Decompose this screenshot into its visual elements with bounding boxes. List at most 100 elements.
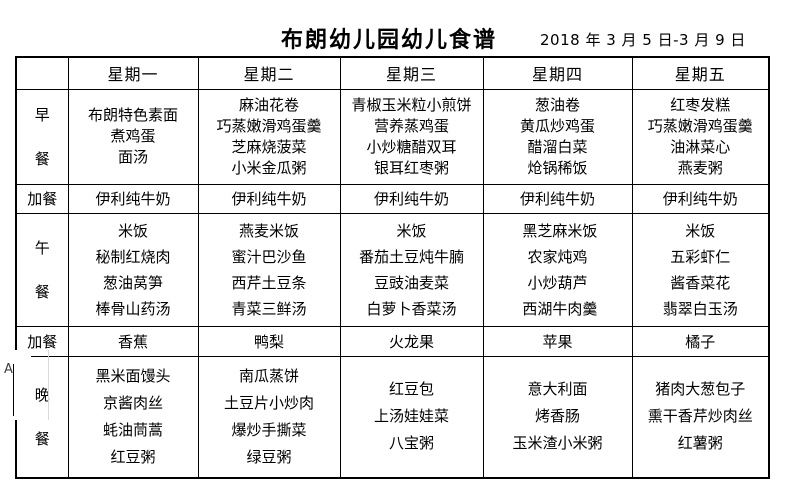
menu-item: 米饭 — [685, 221, 716, 240]
menu-item: 土豆片小炒肉 — [223, 393, 314, 412]
menu-item: 翡翠白玉汤 — [662, 299, 738, 318]
menu-item: 黑米面馒头 — [95, 366, 171, 385]
menu-item: 秘制红烧肉 — [95, 247, 171, 266]
menu-cell: 南瓜蒸饼 土豆片小炒肉 爆炒手撕菜 绿豆粥 — [197, 355, 341, 479]
menu-cell: 黑芝麻米饭 农家炖鸡 小炒葫芦 西湖牛肉羹 — [482, 212, 633, 327]
menu-item: 小炒葫芦 — [527, 273, 588, 292]
meal-label-snack1: 加餐 — [15, 183, 69, 214]
menu-cell: 伊利纯牛奶 — [67, 183, 199, 214]
menu-item: 豆豉油麦菜 — [373, 273, 449, 292]
menu-item: 意大利面 — [527, 380, 588, 399]
meal-label-breakfast: 早餐 — [15, 88, 69, 185]
menu-cell: 黑米面馒头京酱肉丝蚝油茼蒿红豆粥 — [67, 355, 199, 479]
menu-cell: 鸭梨 — [197, 325, 341, 357]
meal-row-lunch: 午餐米饭 秘制红烧肉 葱油莴笋 棒骨山药汤 燕麦米饭 蜜汁巴沙鱼 西芹土豆条 青菜三鲜汤 米饭番… — [15, 212, 770, 327]
menu-cell: 麻油花卷 巧蒸嫩滑鸡蛋羹 芝麻烧菠菜 小米金瓜粥 — [197, 88, 341, 185]
menu-item: 伊利纯牛奶 — [662, 190, 738, 208]
menu-item: 蚝油茼蒿 — [102, 420, 163, 439]
corner-cell — [15, 56, 69, 90]
menu-table: 星期一 星期二 星期三 星期四 星期五 早餐布朗特色素面 煮鸡蛋 面汤 麻油花卷 巧蒸嫩滑鸡蛋羹… — [15, 56, 770, 479]
day-header: 星期三 — [339, 56, 484, 90]
overlay-a-label: A — [4, 362, 13, 377]
menu-item: 小米金瓜粥 — [231, 158, 307, 177]
meal-label-lunch: 午餐 — [15, 212, 69, 327]
table-header: 星期一 星期二 星期三 星期四 星期五 — [15, 56, 770, 90]
menu-item: 棒骨山药汤 — [95, 299, 171, 318]
menu-cell: 意大利面 烤香肠 玉米渣小米粥 — [482, 355, 633, 479]
menu-item: 醋溜白菜 — [527, 137, 588, 156]
menu-item: 白萝卜香菜汤 — [366, 299, 457, 318]
meal-row-breakfast: 早餐布朗特色素面 煮鸡蛋 面汤 麻油花卷 巧蒸嫩滑鸡蛋羹 芝麻烧菠菜 小米金瓜粥 青椒玉米粒小… — [15, 88, 770, 185]
day-header: 星期四 — [482, 56, 633, 90]
menu-item: 青椒玉米粒小煎饼 — [351, 95, 472, 114]
menu-item: 芝麻烧菠菜 — [231, 137, 307, 156]
menu-item: 苹果 — [542, 332, 573, 351]
menu-item: 绿豆粥 — [246, 447, 292, 466]
menu-item: 橘子 — [685, 332, 716, 351]
menu-cell: 香蕉 — [67, 325, 199, 357]
menu-item: 小炒糖醋双耳 — [366, 137, 457, 156]
menu-cell: 米饭番茄土豆炖牛腩 豆豉油麦菜白萝卜香菜汤 — [339, 212, 484, 327]
menu-item: 红豆粥 — [110, 447, 156, 466]
menu-item: 八宝粥 — [388, 434, 434, 453]
menu-cell: 伊利纯牛奶 — [482, 183, 633, 214]
meal-label-text: 餐 — [34, 149, 50, 168]
doc-title: 布朗幼儿园幼儿食谱 — [281, 28, 498, 53]
meal-label-text: 加餐 — [27, 190, 58, 208]
menu-item: 伊利纯牛奶 — [373, 190, 449, 208]
menu-item: 葱油卷 — [534, 95, 580, 114]
menu-cell: 米饭 秘制红烧肉 葱油莴笋 棒骨山药汤 — [67, 212, 199, 327]
menu-cell: 布朗特色素面 煮鸡蛋 面汤 — [67, 88, 199, 185]
meal-label-text: 早 — [34, 105, 50, 124]
menu-item: 上汤娃娃菜 — [373, 407, 449, 426]
menu-item: 香蕉 — [117, 332, 148, 351]
menu-item: 烤香肠 — [534, 407, 580, 426]
menu-item: 火龙果 — [388, 332, 434, 351]
menu-item: 银耳红枣粥 — [373, 158, 449, 177]
menu-cell: 火龙果 — [339, 325, 484, 357]
menu-item: 农家炖鸡 — [527, 247, 588, 266]
menu-cell: 红枣发糕巧蒸嫩滑鸡蛋羹 油淋菜心燕麦粥 — [631, 88, 770, 185]
meal-label-text: 加餐 — [27, 332, 58, 351]
menu-item: 红枣发糕 — [670, 95, 731, 114]
header-row: 星期一 星期二 星期三 星期四 星期五 — [15, 56, 770, 90]
meal-row-dinner: 晚餐黑米面馒头 京酱肉丝 蚝油茼蒿 红豆粥 南瓜蒸饼 土豆片小炒肉 爆炒手撕菜 绿豆粥 红豆包上… — [15, 355, 770, 479]
menu-item: 猪肉大葱包子 — [655, 380, 746, 399]
menu-item: 米饭 — [117, 221, 148, 240]
menu-item: 黑芝麻米饭 — [517, 221, 598, 240]
meal-label-text: 午 — [34, 238, 50, 257]
meal-label-text: 晚 — [34, 385, 50, 404]
overlay-shadow-edge — [48, 350, 49, 420]
doc-date-range: 2018 年 3 月 5 日-3 月 9 日 — [540, 31, 746, 49]
menu-item: 油淋菜心 — [670, 137, 731, 156]
overlay-border-line — [13, 364, 14, 416]
menu-cell: 燕麦米饭 蜜汁巴沙鱼 西芹土豆条 青菜三鲜汤 — [197, 212, 341, 327]
menu-item: 红薯粥 — [677, 434, 723, 453]
menu-item: 青菜三鲜汤 — [231, 299, 307, 318]
menu-item: 巧蒸嫩滑鸡蛋羹 — [647, 116, 753, 135]
menu-cell: 红豆包上汤娃娃菜八宝粥 — [339, 355, 484, 479]
menu-cell: 伊利纯牛奶 — [339, 183, 484, 214]
menu-item: 黄瓜炒鸡蛋 — [519, 116, 595, 135]
menu-cell: 伊利纯牛奶 — [197, 183, 341, 214]
menu-item: 伊利纯牛奶 — [95, 190, 171, 208]
menu-item: 红豆包 — [388, 380, 434, 399]
menu-item: 京酱肉丝 — [102, 393, 163, 412]
floating-overlay-box — [15, 350, 31, 420]
day-header: 星期二 — [197, 56, 341, 90]
menu-item: 米饭 — [396, 221, 427, 240]
menu-cell: 葱油卷黄瓜炒鸡蛋醋溜白菜炝锅稀饭 — [482, 88, 633, 185]
menu-item: 伊利纯牛奶 — [519, 190, 595, 208]
menu-item: 伊利纯牛奶 — [231, 190, 307, 208]
menu-item: 燕麦粥 — [677, 158, 723, 177]
menu-item: 煮鸡蛋 — [110, 127, 156, 145]
menu-cell: 青椒玉米粒小煎饼 营养蒸鸡蛋 小炒糖醋双耳 银耳红枣粥 — [339, 88, 484, 185]
menu-item: 布朗特色素面 — [87, 106, 178, 124]
menu-cell: 橘子 — [631, 325, 770, 357]
menu-cell: 伊利纯牛奶 — [631, 183, 770, 214]
menu-item: 炝锅稀饭 — [527, 158, 588, 177]
menu-item: 番茄土豆炖牛腩 — [358, 247, 464, 266]
day-header: 星期五 — [631, 56, 770, 90]
menu-item: 熏干香芹炒肉丝 — [647, 407, 753, 426]
